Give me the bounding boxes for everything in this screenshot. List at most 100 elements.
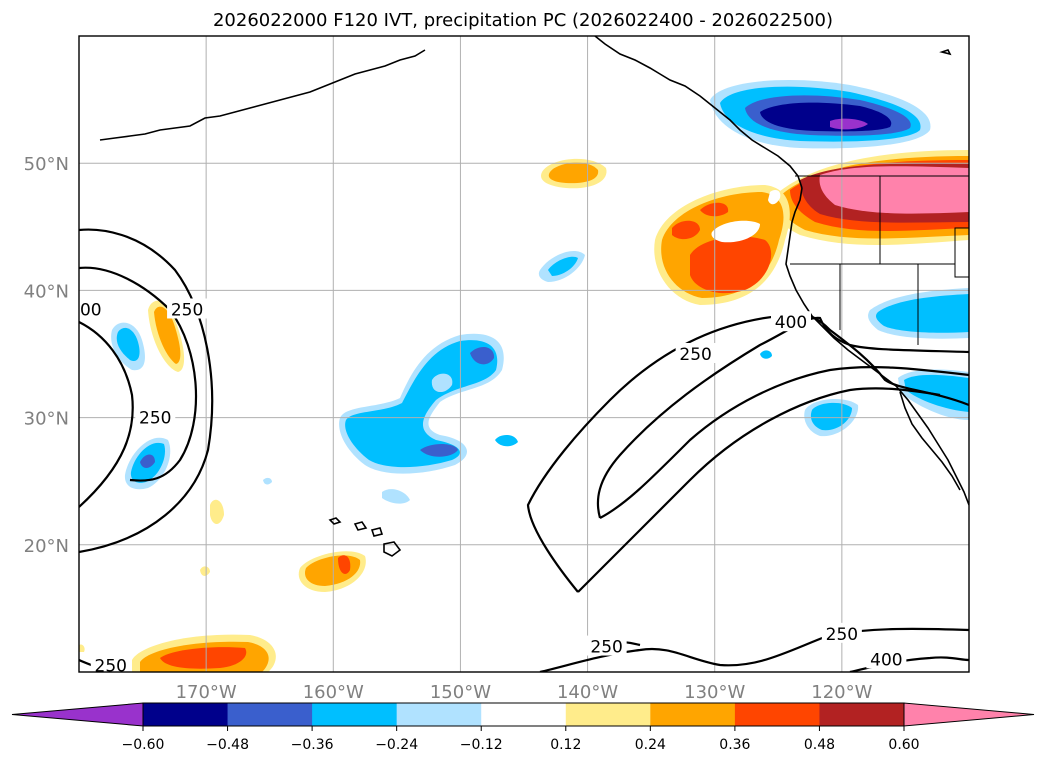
ivt-250-west-outer [79, 228, 214, 554]
colorbar-bin-7 [734, 703, 820, 726]
sw-pos-036 [160, 647, 247, 669]
contour-label-5: 400 [775, 313, 807, 333]
cp-small-neg4 [263, 477, 272, 485]
sw-pos-edge [79, 644, 85, 652]
contour-label-6: 250 [590, 638, 622, 658]
lat-label-3: 50°N [24, 154, 69, 175]
colorbar-extend-low [11, 702, 144, 727]
map-area: 400 250 250 250 250 400 250 250 400 [69, 36, 969, 677]
ivt-250-south [539, 627, 969, 672]
contour-label-8: 400 [870, 650, 902, 670]
colorbar-tick-label-7: 0.36 [719, 737, 750, 753]
colorbar-bin-5 [565, 703, 651, 726]
west-pos-1b [154, 306, 181, 364]
lat-label-1: 30°N [24, 409, 69, 430]
hawaii-4 [383, 541, 402, 557]
colorbar-bin-3 [396, 703, 482, 726]
ivt-400-central [596, 316, 969, 519]
colorbar-tick-label-0: −0.60 [122, 737, 165, 753]
contour-label-bg-4 [675, 343, 716, 363]
colorbar-tick-label-2: −0.36 [291, 737, 334, 753]
ncal-positive-036b [672, 220, 700, 240]
colorbar-bin-2 [312, 703, 398, 726]
west-pos-3 [200, 566, 210, 576]
aleutian-coast [99, 49, 426, 141]
contour-label-1: 250 [171, 300, 203, 320]
colorbar-tick-label-9: 0.60 [888, 737, 919, 753]
contour-label-bg-2 [135, 406, 176, 427]
cp-negative-024 [345, 340, 498, 468]
lon-label-2: 150°W [430, 682, 491, 703]
borders [790, 175, 969, 345]
lon-label-4: 130°W [684, 682, 745, 703]
socal-neg-4 [760, 350, 772, 359]
colorbar-bin-6 [650, 703, 736, 726]
gridlines [79, 36, 969, 672]
contour-label-2: 250 [139, 409, 171, 429]
colorbar-extend-high [903, 702, 1035, 727]
longitude-labels: 170°W 160°W 150°W 140°W 130°W 120°W [176, 682, 873, 703]
ivt-400-west-outer [79, 266, 198, 482]
pnw-positive-060 [819, 166, 969, 214]
colorbar-bin-1 [227, 703, 313, 726]
ivt-250-central-lower [577, 387, 941, 593]
island-1 [939, 49, 952, 56]
alaska-coast [594, 36, 803, 189]
hawaii-1 [328, 517, 342, 525]
contour-label-0: 400 [69, 300, 101, 320]
colorbar-frame [142, 702, 905, 727]
contour-label-bg-5 [771, 311, 811, 332]
lon-label-3: 140°W [557, 682, 618, 703]
colorbar-bin-8 [819, 703, 905, 726]
socal-neg-1b [876, 294, 969, 333]
hawaii-3 [370, 527, 384, 537]
contour-label-4: 250 [679, 345, 711, 365]
colorbar-bin-0 [143, 703, 229, 726]
west-neg-2c [140, 454, 155, 468]
hawaii-2 [353, 521, 368, 531]
contour-label-bg-3 [90, 654, 131, 672]
contour-label-bg-1 [167, 298, 208, 319]
precipitation-shading [79, 80, 969, 672]
cp-negative-036a [470, 346, 495, 365]
contour-labels: 400 250 250 250 250 400 250 250 400 [69, 298, 907, 677]
lat-label-0: 20°N [24, 536, 69, 557]
latitude-labels: 20°N 30°N 40°N 50°N [24, 154, 69, 557]
hi-pos-036 [338, 555, 351, 574]
west-neg-1b [116, 327, 140, 362]
chart-title: 2026022000 F120 IVT, precipitation PC (2… [213, 10, 833, 31]
lat-label-2: 40°N [24, 281, 69, 302]
colorbar-tick-label-1: −0.48 [206, 737, 249, 753]
contour-label-7: 250 [826, 625, 858, 645]
cp-small-neg2b [548, 256, 578, 276]
ncal-hole [711, 220, 760, 243]
cp-small-neg3 [382, 489, 410, 504]
colorbar-bin-4 [481, 703, 567, 726]
cp-hole [431, 373, 453, 393]
west-pos-2 [210, 499, 224, 525]
ivt-250-west-inner [79, 321, 134, 508]
colorbar-tick-label-4: −0.12 [460, 737, 503, 753]
goa-positive-024 [548, 162, 599, 184]
colorbar-tick-label-3: −0.24 [375, 737, 418, 753]
lon-label-0: 170°W [176, 682, 237, 703]
map-frame [78, 35, 970, 673]
ncal-hole2 [768, 190, 781, 205]
contour-label-bg-6 [586, 635, 627, 656]
colorbar-tick-label-5: 0.12 [550, 737, 581, 753]
lon-label-1: 160°W [303, 682, 364, 703]
ncal-positive-036c [700, 202, 729, 217]
ncal-positive-036 [690, 236, 772, 294]
contour-label-bg-8 [866, 648, 907, 669]
bc-negative-060 [830, 118, 868, 130]
ivt-250-central [526, 313, 969, 593]
ivt-400-central-lower [599, 365, 969, 519]
cp-small-neg [495, 434, 518, 447]
baja-coast [899, 391, 961, 491]
colorbar-tick-label-6: 0.24 [635, 737, 666, 753]
contour-label-3: 250 [95, 657, 127, 677]
colorbar-tick-label-8: 0.48 [804, 737, 835, 753]
contour-label-bg-0 [79, 298, 106, 319]
cp-negative-036b [420, 444, 458, 457]
